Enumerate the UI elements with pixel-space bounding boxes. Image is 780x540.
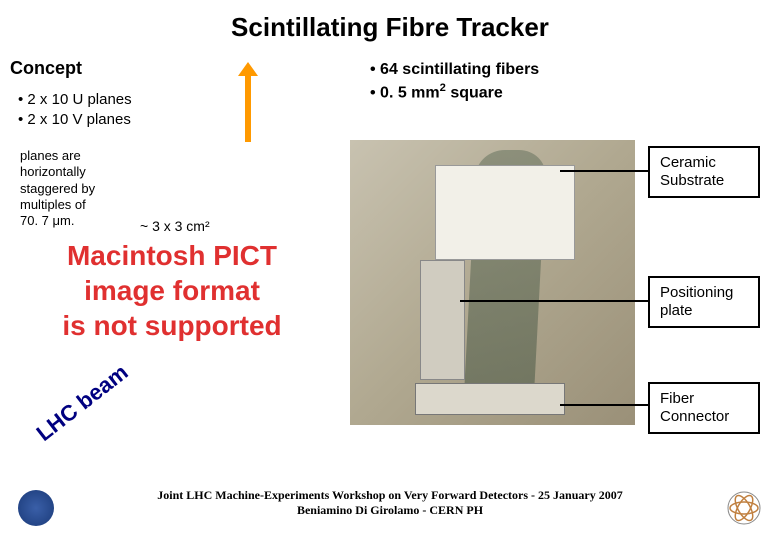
bullet-u-planes: • 2 x 10 U planes: [18, 90, 132, 110]
callout-connector-line: [560, 170, 648, 172]
bullet-square: • 0. 5 mm2 square: [370, 81, 539, 104]
callout-connector-line: [560, 404, 648, 406]
bullet-fibers: • 64 scintillating fibers: [370, 60, 539, 81]
callout-line-text: Fiber: [660, 390, 748, 408]
stagger-line: horizontally: [20, 164, 130, 180]
pict-line: image format: [22, 273, 322, 308]
callout-connector-line: [460, 300, 648, 302]
stagger-line: 70. 7 μm.: [20, 213, 130, 229]
pict-placeholder: Macintosh PICT image format is not suppo…: [22, 238, 322, 343]
page-title: Scintillating Fibre Tracker: [0, 0, 780, 43]
cern-logo-icon: [18, 490, 54, 526]
callout-positioning-plate: Positioning plate: [648, 276, 760, 328]
concept-heading: Concept: [10, 58, 82, 79]
callout-line-text: Substrate: [660, 172, 748, 190]
stagger-line: multiples of: [20, 197, 130, 213]
arrow-shaft: [245, 74, 251, 142]
callout-ceramic-substrate: Ceramic Substrate: [648, 146, 760, 198]
pict-line: is not supported: [22, 308, 322, 343]
callout-line-text: Connector: [660, 408, 748, 426]
bullet-square-pre: • 0. 5 mm: [370, 84, 440, 101]
photo-plate: [420, 260, 465, 380]
stagger-line: staggered by: [20, 181, 130, 197]
footer-line: Joint LHC Machine-Experiments Workshop o…: [0, 488, 780, 503]
photo-connector: [415, 383, 565, 415]
callout-line-text: Ceramic: [660, 154, 748, 172]
bullet-v-planes: • 2 x 10 V planes: [18, 110, 132, 130]
bullet-square-post: square: [446, 84, 503, 101]
callout-line-text: plate: [660, 302, 748, 320]
photo-substrate: [435, 165, 575, 260]
up-arrow-icon: [238, 62, 258, 142]
atlas-logo-icon: [726, 490, 762, 526]
right-bullet-list: • 64 scintillating fibers • 0. 5 mm2 squ…: [370, 60, 539, 104]
footer-credit: Joint LHC Machine-Experiments Workshop o…: [0, 488, 780, 518]
detector-photo: [350, 140, 635, 425]
footer-line: Beniamino Di Girolamo - CERN PH: [0, 503, 780, 518]
lhc-beam-label: LHC beam: [32, 359, 134, 446]
callout-line-text: Positioning: [660, 284, 748, 302]
pict-line: Macintosh PICT: [22, 238, 322, 273]
dimension-label: ~ 3 x 3 cm²: [140, 218, 210, 234]
stagger-line: planes are: [20, 148, 130, 164]
stagger-note: planes are horizontally staggered by mul…: [20, 148, 130, 229]
callout-fiber-connector: Fiber Connector: [648, 382, 760, 434]
left-bullet-list: • 2 x 10 U planes • 2 x 10 V planes: [18, 90, 132, 129]
